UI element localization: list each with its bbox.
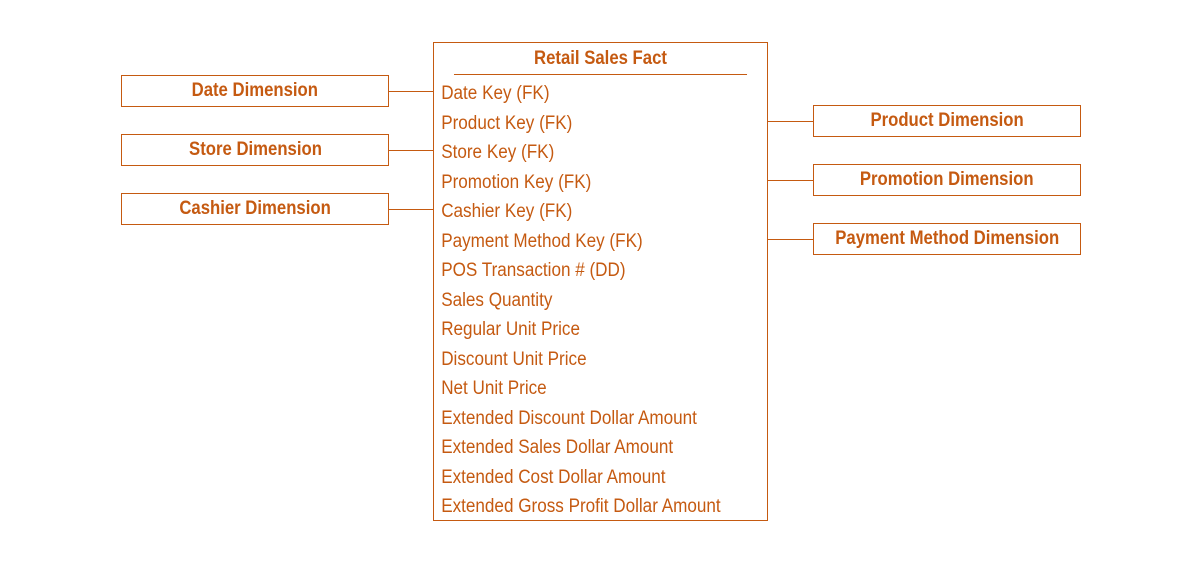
connector-cashier — [389, 209, 433, 210]
fact-row-payment-method-key: Payment Method Key (FK) — [441, 230, 643, 252]
fact-row-date-key: Date Key (FK) — [441, 83, 550, 104]
connector-date — [389, 91, 433, 92]
fact-row-net-unit-price: Net Unit Price — [441, 378, 547, 399]
fact-row-product-key: Product Key (FK) — [441, 112, 573, 134]
date-dimension-box: Date Dimension — [121, 75, 389, 107]
fact-row-pos-transaction: POS Transaction # (DD) — [441, 260, 626, 281]
store-dimension-box: Store Dimension — [121, 134, 389, 166]
connector-promotion — [768, 180, 813, 181]
connector-product — [768, 121, 813, 122]
fact-table-rows: Date Key (FK) Product Key (FK) Store Key… — [434, 75, 767, 522]
fact-row-discount-unit-price: Discount Unit Price — [441, 348, 587, 370]
payment-method-dimension-label: Payment Method Dimension — [835, 228, 1059, 249]
product-dimension-box: Product Dimension — [813, 105, 1081, 137]
date-dimension-label: Date Dimension — [191, 80, 319, 101]
cashier-dimension-box: Cashier Dimension — [121, 193, 389, 225]
product-dimension-label: Product Dimension — [870, 110, 1024, 131]
promotion-dimension-label: Promotion Dimension — [860, 169, 1034, 190]
fact-row-regular-unit-price: Regular Unit Price — [441, 319, 580, 340]
connector-payment-method — [768, 239, 813, 240]
fact-row-extended-discount-dollar-amount: Extended Discount Dollar Amount — [441, 407, 697, 429]
fact-table-title: Retail Sales Fact — [453, 43, 748, 75]
cashier-dimension-label: Cashier Dimension — [179, 198, 331, 219]
fact-row-extended-gross-profit-dollar-amount: Extended Gross Profit Dollar Amount — [441, 496, 721, 517]
payment-method-dimension-box: Payment Method Dimension — [813, 223, 1081, 255]
fact-row-extended-cost-dollar-amount: Extended Cost Dollar Amount — [441, 466, 666, 488]
fact-row-sales-quantity: Sales Quantity — [441, 289, 553, 311]
fact-row-extended-sales-dollar-amount: Extended Sales Dollar Amount — [441, 437, 674, 458]
store-dimension-label: Store Dimension — [188, 139, 322, 160]
connector-store — [389, 150, 433, 151]
fact-row-store-key: Store Key (FK) — [441, 142, 555, 163]
promotion-dimension-box: Promotion Dimension — [813, 164, 1081, 196]
retail-sales-fact-table: Retail Sales Fact Date Key (FK) Product … — [433, 42, 768, 521]
fact-row-cashier-key: Cashier Key (FK) — [441, 201, 573, 222]
fact-row-promotion-key: Promotion Key (FK) — [441, 171, 592, 193]
